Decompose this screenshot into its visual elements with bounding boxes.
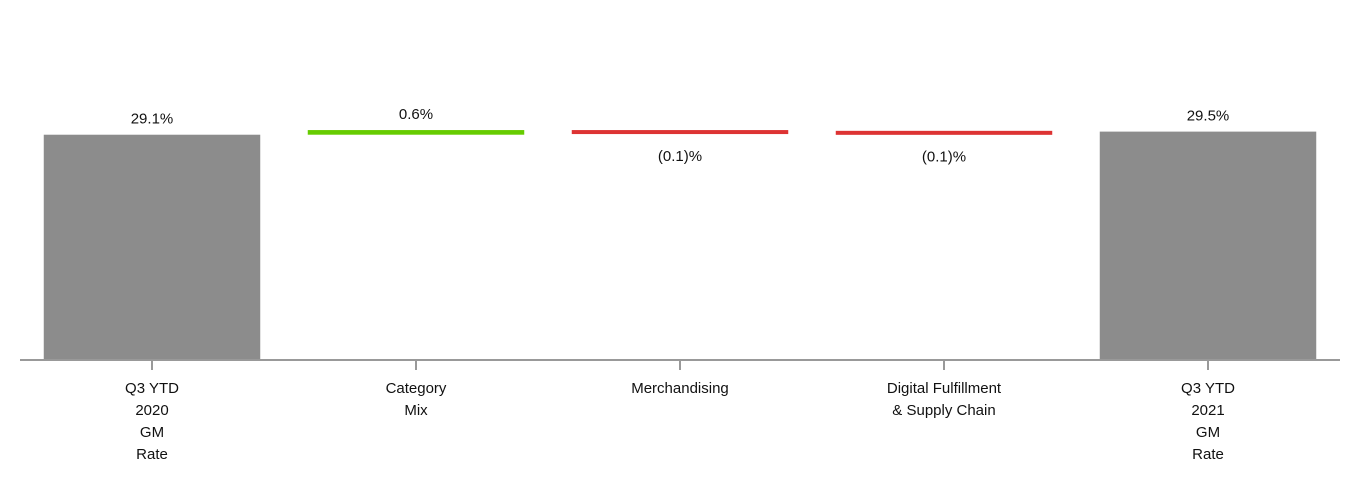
x-tick-label: 2020 bbox=[135, 402, 168, 419]
x-tick-label: Rate bbox=[136, 446, 168, 463]
value-label: (0.1)% bbox=[922, 149, 966, 166]
x-tick-label: Q3 YTD bbox=[1181, 380, 1235, 397]
x-tick-label: Q3 YTD bbox=[125, 380, 179, 397]
x-tick-label: Digital Fulfillment bbox=[887, 380, 1002, 397]
value-label: (0.1)% bbox=[658, 148, 702, 165]
x-tick-label: GM bbox=[140, 424, 164, 441]
x-tick-label: Rate bbox=[1192, 446, 1224, 463]
value-label: 29.5% bbox=[1187, 108, 1230, 125]
x-tick-label: 2021 bbox=[1191, 402, 1224, 419]
value-label: 0.6% bbox=[399, 106, 433, 123]
value-label: 29.1% bbox=[131, 111, 174, 128]
x-tick-label: & Supply Chain bbox=[892, 402, 995, 419]
x-tick-label: Category bbox=[386, 380, 447, 397]
bar bbox=[1099, 131, 1317, 360]
bar bbox=[835, 130, 1053, 135]
bar bbox=[307, 130, 525, 135]
x-tick-label: Mix bbox=[404, 402, 428, 419]
bar bbox=[43, 134, 261, 360]
x-tick-label: Merchandising bbox=[631, 380, 729, 397]
bar bbox=[571, 130, 789, 135]
x-tick-label: GM bbox=[1196, 424, 1220, 441]
